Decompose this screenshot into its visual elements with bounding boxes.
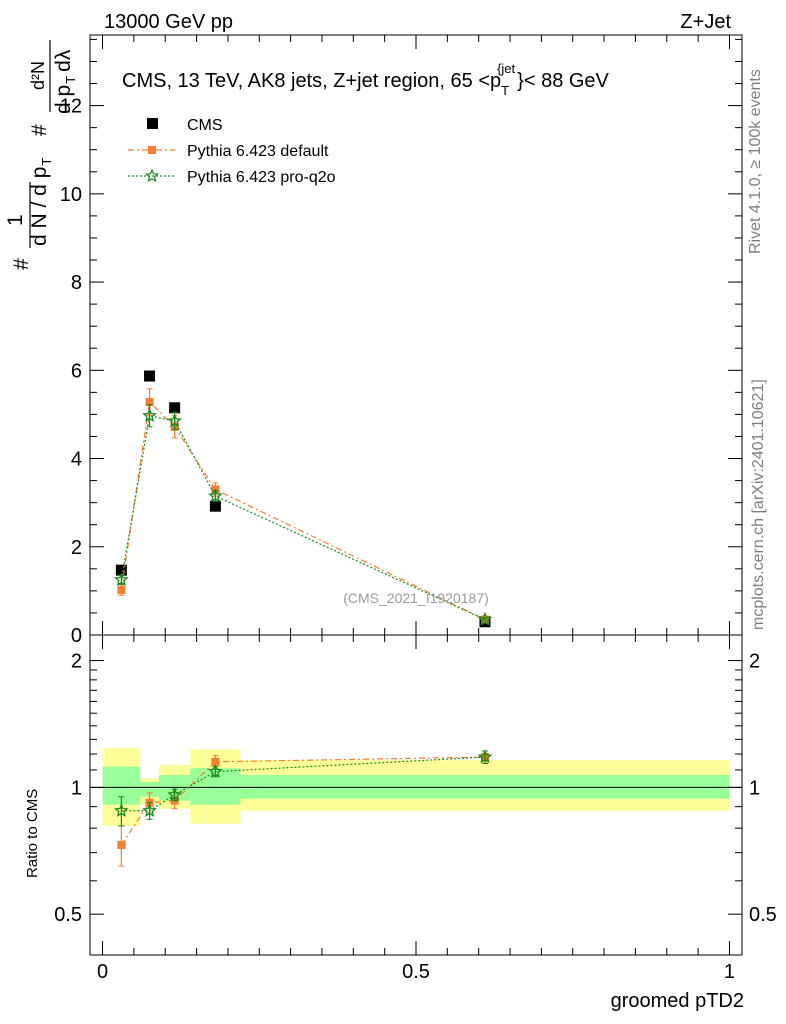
main-point bbox=[144, 370, 156, 382]
ratio-x-ticks: 0 0.5 1 bbox=[97, 635, 735, 983]
main-point bbox=[117, 586, 126, 594]
ratio-point bbox=[114, 803, 129, 817]
main-ytick-label-3: 6 bbox=[71, 360, 82, 382]
main-point bbox=[145, 398, 154, 407]
analysis-watermark: (CMS_2021_I1920187) bbox=[343, 590, 489, 606]
mcplots-label: mcplots.cern.ch [arXiv:2401.10621] bbox=[750, 379, 767, 630]
ratio-point bbox=[167, 787, 182, 802]
main-ytick-label-5: 10 bbox=[60, 184, 82, 206]
ylabel-d2n: d²N bbox=[28, 61, 48, 90]
main-point bbox=[115, 564, 127, 576]
ratio-point bbox=[142, 803, 157, 817]
ratio-xtick-label-1: 0.5 bbox=[402, 961, 430, 983]
main-point bbox=[209, 500, 221, 512]
ratio-ytick-label-2: 2 bbox=[71, 651, 82, 673]
ratio-ytick-label-1: 1 bbox=[71, 777, 82, 799]
x-axis-label: groomed pTD2 bbox=[611, 990, 744, 1012]
ratio-series bbox=[114, 749, 493, 867]
title-main: CMS, 13 TeV, AK8 jets, Z+jet region, 65 … bbox=[122, 70, 501, 92]
ylabel-hash2: # bbox=[28, 124, 51, 136]
ylabel-one: 1 bbox=[4, 214, 27, 226]
ratio-point bbox=[117, 840, 126, 849]
title-end: }< 88 GeV bbox=[517, 70, 609, 92]
ylabel-dn: d N / d pT bbox=[28, 158, 54, 246]
plot-title: CMS, 13 TeV, AK8 jets, Z+jet region, 65 … bbox=[122, 61, 610, 98]
main-ytick-label-0: 0 bbox=[71, 625, 82, 647]
ylabel-hash1: # bbox=[10, 258, 33, 270]
ratio-series-1 bbox=[114, 749, 493, 827]
legend-marker-default bbox=[148, 146, 156, 154]
ratio-xtick-label-2: 1 bbox=[724, 961, 735, 983]
main-x-ticks bbox=[102, 35, 730, 635]
ratio-point bbox=[208, 763, 223, 778]
main-ytick-label-1: 2 bbox=[71, 537, 82, 559]
main-point bbox=[169, 402, 181, 414]
ratio-band-green-4 bbox=[240, 774, 730, 799]
header-left: 13000 GeV pp bbox=[104, 11, 233, 33]
ratio-ytick-label-right-0: 0.5 bbox=[749, 904, 777, 926]
header-right: Z+Jet bbox=[680, 11, 731, 33]
main-ytick-label-6: 12 bbox=[60, 96, 82, 118]
ratio-xtick-label-0: 0 bbox=[97, 961, 108, 983]
ratio-ytick-label-right-2: 2 bbox=[749, 651, 760, 673]
ratio-y-ticks: 0.5 0.5 1 1 2 2 bbox=[54, 651, 777, 927]
title-sub: T bbox=[501, 83, 509, 98]
ratio-line-0 bbox=[120, 756, 485, 846]
legend-label-cms: CMS bbox=[187, 117, 223, 134]
main-point bbox=[167, 413, 182, 428]
main-y-axis-label: # 1 d N / d pT # d²N d pTdλ bbox=[4, 40, 78, 270]
main-line-1 bbox=[120, 400, 486, 621]
rivet-label: Rivet 4.1.0, ≥ 100k events bbox=[747, 69, 764, 254]
main-point bbox=[142, 408, 157, 422]
main-point bbox=[114, 572, 129, 587]
main-point bbox=[477, 611, 493, 626]
legend-marker-cms bbox=[147, 118, 158, 129]
ylabel-dpt: d pTdλ bbox=[52, 49, 78, 114]
main-series-0 bbox=[115, 370, 491, 628]
ratio-point bbox=[211, 757, 220, 766]
ratio-band-green-1 bbox=[140, 781, 159, 797]
ratio-ytick-label-right-1: 1 bbox=[749, 777, 760, 799]
main-line-2 bbox=[120, 415, 486, 621]
title-sup: {jet bbox=[497, 61, 515, 76]
main-series bbox=[114, 370, 493, 628]
main-ytick-label-2: 4 bbox=[71, 449, 82, 471]
main-point bbox=[208, 488, 223, 503]
ratio-y-label: Ratio to CMS bbox=[24, 789, 41, 878]
main-ytick-label-4: 8 bbox=[71, 272, 82, 294]
legend: CMS Pythia 6.423 default Pythia 6.423 pr… bbox=[128, 117, 336, 186]
ratio-ytick-label-0: 0.5 bbox=[54, 904, 82, 926]
legend-label-proq2o: Pythia 6.423 pro-q2o bbox=[187, 169, 336, 186]
ratio-point bbox=[477, 749, 493, 764]
main-series-2 bbox=[114, 404, 493, 626]
main-y-ticks: 0 2 4 6 8 10 12 bbox=[60, 38, 742, 647]
legend-label-default: Pythia 6.423 default bbox=[187, 143, 329, 160]
legend-marker-proq2o bbox=[144, 168, 160, 183]
